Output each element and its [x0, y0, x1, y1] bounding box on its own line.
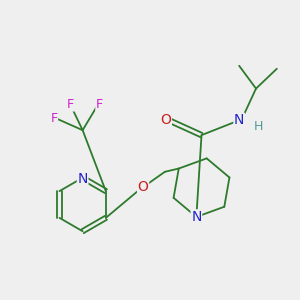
Text: N: N [234, 113, 244, 127]
Text: O: O [138, 180, 148, 194]
Text: O: O [160, 113, 171, 127]
Text: F: F [67, 98, 74, 111]
Text: H: H [253, 120, 263, 133]
Text: N: N [77, 172, 88, 186]
Text: F: F [96, 98, 103, 111]
Text: F: F [50, 112, 58, 125]
Text: N: N [191, 210, 202, 224]
